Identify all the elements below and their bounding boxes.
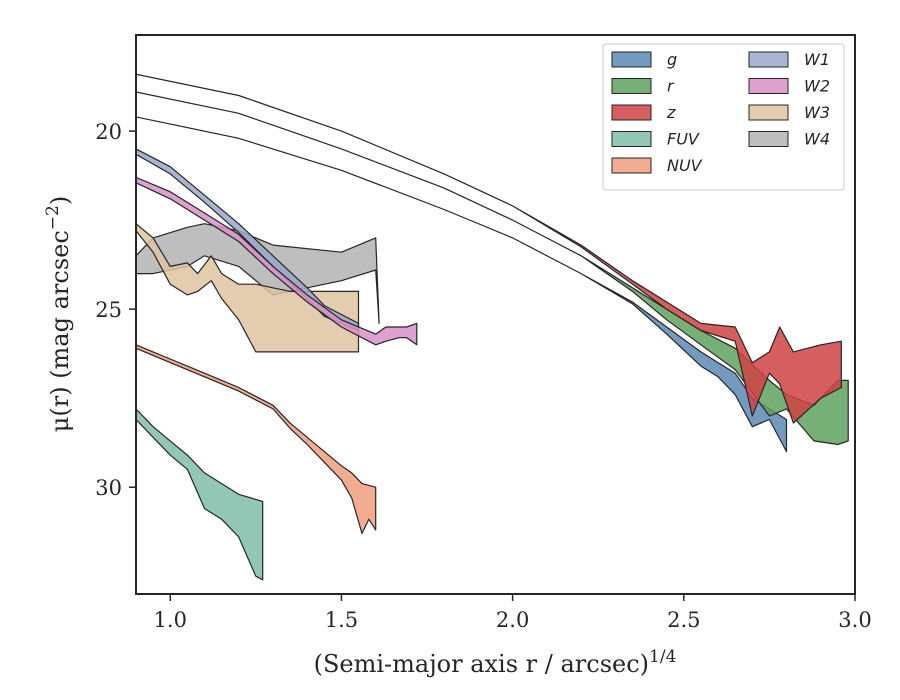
series-band-z — [136, 73, 842, 424]
plot-frame — [135, 34, 856, 595]
legend-label-z: z — [666, 103, 676, 122]
x-axis-label: (Semi-major axis r / arcsec)1/4 — [314, 647, 677, 678]
x-tick-label: 2.5 — [667, 608, 700, 632]
legend-label-fuv: FUV — [667, 130, 700, 149]
legend-label-nuv: NUV — [667, 156, 703, 175]
series-band-fuv — [136, 408, 264, 581]
legend-swatch-r — [611, 78, 652, 94]
legend-label-g: g — [667, 50, 677, 69]
x-tick-label: 1.5 — [325, 608, 358, 632]
tick-layer: 1.0 1.5 2.0 2.5 3.0 20 25 30 — [95, 120, 871, 632]
series-band-r — [136, 91, 849, 446]
legend-swatch-z — [611, 104, 652, 121]
legend-swatch-w4 — [748, 131, 789, 147]
y-tick-label: 30 — [95, 476, 122, 500]
legend-swatch-w1 — [748, 51, 789, 68]
series-band-w3 — [136, 223, 360, 353]
y-axis-label: μ(r) (mag arcsec−2) — [43, 196, 74, 432]
y-axis-label-sup: −2 — [43, 205, 63, 230]
y-axis-label-text: μ(r) (mag arcsec — [46, 230, 74, 432]
y-tick-label: 20 — [95, 120, 122, 144]
series-band-w2 — [136, 176, 418, 346]
x-tick-label: 1.0 — [154, 608, 187, 632]
legend: grz FUV NUV W1 W2 W3 W4 — [602, 43, 845, 191]
legend-swatch-g — [611, 51, 652, 68]
y-tick-label: 25 — [95, 298, 122, 322]
series-band-nuv — [136, 344, 377, 535]
y-axis-label-close: ) — [46, 196, 74, 205]
legend-label-w4: W4 — [804, 130, 830, 149]
legend-swatch-w2 — [748, 78, 789, 94]
legend-swatch-w3 — [748, 104, 789, 121]
x-axis-label-sup: 1/4 — [649, 647, 676, 667]
x-tick-label: 3.0 — [838, 608, 871, 632]
legend-label-w1: W1 — [804, 50, 830, 69]
series-layer — [136, 73, 849, 581]
x-tick-label: 2.0 — [496, 608, 529, 632]
legend-items: grz FUV NUV W1 W2 W3 W4 — [611, 50, 830, 175]
legend-label-r: r — [667, 77, 675, 96]
legend-swatch-fuv — [611, 131, 652, 147]
legend-label-w2: W2 — [804, 77, 830, 96]
legend-label-w3: W3 — [804, 103, 830, 122]
series-band-g — [136, 116, 788, 453]
x-axis-label-text: (Semi-major axis r / arcsec) — [314, 650, 649, 678]
legend-swatch-nuv — [611, 157, 652, 174]
